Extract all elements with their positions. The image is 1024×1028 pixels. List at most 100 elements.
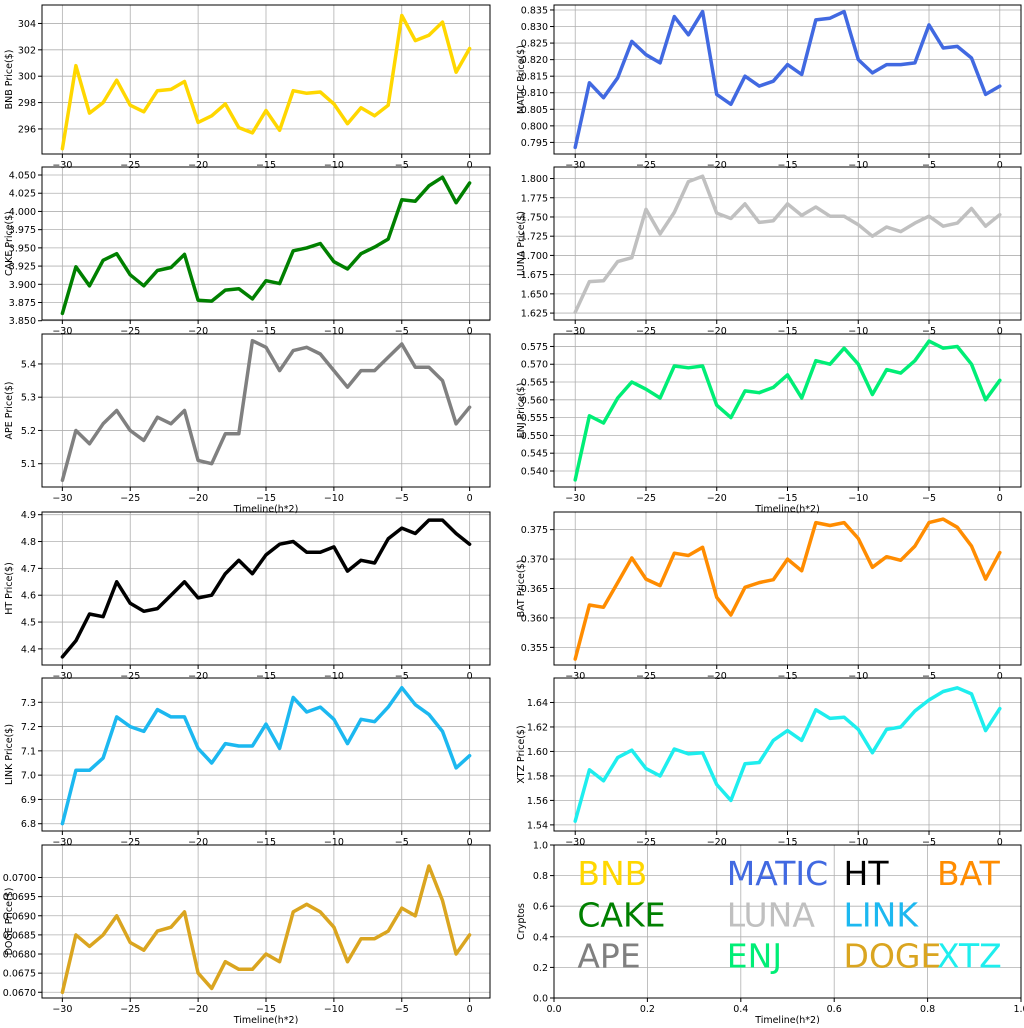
y-tick-label: 3.975 bbox=[9, 225, 36, 236]
x-tick-label: −5 bbox=[922, 671, 936, 682]
x-tick-label: −10 bbox=[324, 493, 344, 504]
x-tick-label: −5 bbox=[922, 837, 936, 848]
y-tick-label: 5.4 bbox=[21, 359, 36, 370]
chart-panel-luna: −30 −25 −20 −15 −10 −5 0 1.625 1.650 1.675 1.700 1.… bbox=[516, 166, 1022, 337]
x-tick-label: −15 bbox=[256, 1004, 276, 1015]
y-tick-label: 7.1 bbox=[21, 746, 36, 757]
y-tick-label: 4.050 bbox=[9, 171, 36, 182]
x-tick-label: 0 bbox=[997, 326, 1003, 337]
x-tick-label: −10 bbox=[324, 326, 344, 337]
y-tick-label: 3.850 bbox=[9, 316, 36, 327]
x-tick-label: −20 bbox=[188, 326, 208, 337]
y-tick-label: 0.805 bbox=[521, 105, 548, 116]
y-tick-label: 0.795 bbox=[521, 138, 548, 149]
x-tick-label: −5 bbox=[922, 160, 936, 171]
y-tick-label: 0.0670 bbox=[3, 988, 36, 999]
y-tick-label: 0.825 bbox=[521, 39, 548, 50]
legend-label-cake: CAKE bbox=[577, 895, 665, 934]
y-tick-label: 1.700 bbox=[521, 251, 548, 262]
y-tick-label: 4.9 bbox=[21, 510, 36, 521]
chart-panel-cake: −30 −25 −20 −15 −10 −5 0 3.850 3.875 3.900 3.925 3.… bbox=[4, 166, 491, 337]
x-tick-label: −15 bbox=[256, 493, 276, 504]
y-tick-label: 1.60 bbox=[527, 747, 548, 758]
x-tick-label: −30 bbox=[565, 160, 585, 171]
y-tick-label: 0.0695 bbox=[3, 892, 36, 903]
chart-panel-ape: −30 −25 −20 −15 −10 −5 0 5.1 5.2 5.3 5.4 APE Price(… bbox=[4, 333, 491, 515]
y-tick-label: 1.725 bbox=[521, 232, 548, 243]
y-tick-label: 0.370 bbox=[521, 555, 548, 566]
y-axis-label: BNB Price($) bbox=[4, 50, 15, 110]
x-tick-label: −25 bbox=[120, 1004, 140, 1015]
y-tick-label: 1.675 bbox=[521, 270, 548, 281]
x-tick-label: −5 bbox=[395, 671, 409, 682]
x-tick-label: −15 bbox=[256, 326, 276, 337]
x-tick-label: −30 bbox=[52, 493, 72, 504]
y-tick-label: 0.360 bbox=[521, 613, 548, 624]
x-axis-label: Timeline(h*2) bbox=[754, 504, 820, 515]
y-tick-label: 296 bbox=[18, 124, 36, 135]
x-tick-label: −30 bbox=[52, 671, 72, 682]
x-tick-label: 0.0 bbox=[546, 1004, 561, 1015]
x-tick-label: −5 bbox=[395, 160, 409, 171]
x-tick-label: −10 bbox=[848, 837, 868, 848]
y-axis-label: HT Price($) bbox=[4, 562, 15, 615]
x-tick-label: 0 bbox=[467, 160, 473, 171]
x-tick-label: −25 bbox=[636, 326, 656, 337]
legend-label-matic: MATIC bbox=[727, 854, 828, 893]
x-tick-label: −30 bbox=[52, 160, 72, 171]
series-line-ht bbox=[60, 518, 472, 659]
x-tick-label: −25 bbox=[636, 837, 656, 848]
x-tick-label: −10 bbox=[848, 671, 868, 682]
y-tick-label: 0.2 bbox=[533, 963, 548, 974]
x-tick-label: −10 bbox=[848, 160, 868, 171]
x-tick-label: −20 bbox=[707, 671, 727, 682]
y-tick-label: 1.625 bbox=[521, 309, 548, 320]
x-tick-label: −5 bbox=[922, 493, 936, 504]
y-tick-label: 0.810 bbox=[521, 88, 548, 99]
x-tick-label: −15 bbox=[777, 837, 797, 848]
y-tick-label: 0.0700 bbox=[3, 873, 36, 884]
x-tick-label: −20 bbox=[188, 837, 208, 848]
y-tick-label: 0.800 bbox=[521, 121, 548, 132]
y-tick-label: 6.9 bbox=[21, 795, 36, 806]
y-tick-label: 0.565 bbox=[521, 378, 548, 389]
x-tick-label: −25 bbox=[120, 160, 140, 171]
y-tick-label: 0.835 bbox=[521, 5, 548, 16]
y-tick-label: 0.815 bbox=[521, 72, 548, 83]
x-tick-label: −25 bbox=[636, 671, 656, 682]
legend-label-ht: HT bbox=[844, 854, 890, 893]
x-tick-label: 0.2 bbox=[640, 1004, 655, 1015]
y-tick-label: 3.875 bbox=[9, 298, 36, 309]
x-tick-label: −30 bbox=[52, 837, 72, 848]
series-line-xtz bbox=[573, 686, 1002, 823]
y-tick-label: 1.64 bbox=[527, 698, 548, 709]
x-tick-label: −30 bbox=[565, 326, 585, 337]
series-line-ape bbox=[60, 338, 472, 483]
y-axis-label: APE Price($) bbox=[4, 382, 15, 440]
y-axis-label: DOGE Price($) bbox=[4, 888, 15, 956]
x-axis-label: Timeline(h*2) bbox=[233, 504, 299, 515]
x-tick-label: 0 bbox=[467, 1004, 473, 1015]
y-tick-label: 4.4 bbox=[21, 644, 36, 655]
y-tick-label: 0.550 bbox=[521, 431, 548, 442]
chart-panel-xtz: −30 −25 −20 −15 −10 −5 0 1.54 1.56 1.58 1.60 1.62 1.… bbox=[516, 677, 1022, 848]
legend-label-xtz: XTZ bbox=[937, 937, 1002, 976]
y-axis-label: CAKE Price($) bbox=[4, 211, 15, 276]
y-tick-label: 4.5 bbox=[21, 618, 36, 629]
x-tick-label: −15 bbox=[256, 671, 276, 682]
y-tick-label: 0.0690 bbox=[3, 911, 36, 922]
y-axis-label: LINK Price($) bbox=[4, 724, 15, 785]
y-tick-label: 5.1 bbox=[21, 459, 36, 470]
axes-frame bbox=[553, 844, 1022, 999]
chart-panel-doge: −30 −25 −20 −15 −10 −5 0 0.0670 0.0675 0.0680 0.06… bbox=[3, 844, 491, 1026]
y-axis-label: ENJ Price($) bbox=[516, 383, 527, 439]
y-tick-label: 0.355 bbox=[521, 643, 548, 654]
y-tick-label: 1.750 bbox=[521, 212, 548, 223]
y-tick-label: 6.8 bbox=[21, 819, 36, 830]
y-tick-label: 5.2 bbox=[21, 426, 36, 437]
x-tick-label: −25 bbox=[120, 671, 140, 682]
series-line-luna bbox=[573, 174, 1002, 315]
